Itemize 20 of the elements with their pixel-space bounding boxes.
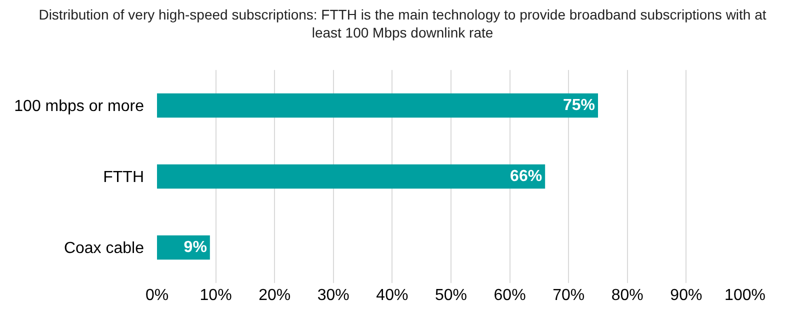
data-label: 75% [562,97,595,114]
chart-title: Distribution of very high-speed subscriptions: FTTH is the main technology to provide broadband subscriptions with at least 100 Mbps downlink rate [38,6,766,41]
x-tick-label: 60% [494,287,526,304]
x-tick-label: 70% [552,287,585,304]
y-tick-label: 100 mbps or more [14,98,144,116]
x-tick-label: 90% [670,287,702,304]
x-tick-label: 50% [434,287,468,304]
x-tick-label: 20% [258,287,291,304]
x-tick-label: 10% [200,287,232,304]
x-tick-label: 40% [376,287,408,304]
y-tick-label: Coax cable [64,240,144,258]
bar [157,164,546,189]
x-tick-label: 80% [611,287,644,304]
x-tick-label: 30% [317,287,350,304]
y-tick-label: FTTH [103,169,144,186]
bar [157,93,598,118]
x-tick-label: 100% [724,287,766,304]
data-label: 66% [510,168,542,185]
data-label: 9% [184,239,207,256]
x-tick-label: 0% [145,287,169,304]
